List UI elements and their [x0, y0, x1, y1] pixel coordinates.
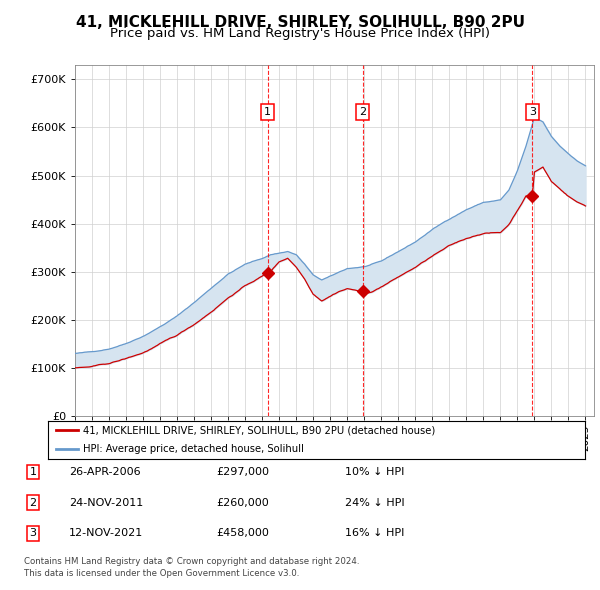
Text: 24% ↓ HPI: 24% ↓ HPI — [345, 498, 404, 507]
Text: 3: 3 — [29, 529, 37, 538]
Text: £458,000: £458,000 — [216, 529, 269, 538]
Text: 2: 2 — [29, 498, 37, 507]
Text: £260,000: £260,000 — [216, 498, 269, 507]
Text: 3: 3 — [529, 107, 536, 117]
Text: 2: 2 — [359, 107, 366, 117]
Text: 1: 1 — [29, 467, 37, 477]
Text: HPI: Average price, detached house, Solihull: HPI: Average price, detached house, Soli… — [83, 444, 304, 454]
Text: 41, MICKLEHILL DRIVE, SHIRLEY, SOLIHULL, B90 2PU (detached house): 41, MICKLEHILL DRIVE, SHIRLEY, SOLIHULL,… — [83, 425, 435, 435]
Text: Contains HM Land Registry data © Crown copyright and database right 2024.: Contains HM Land Registry data © Crown c… — [24, 558, 359, 566]
Text: 41, MICKLEHILL DRIVE, SHIRLEY, SOLIHULL, B90 2PU: 41, MICKLEHILL DRIVE, SHIRLEY, SOLIHULL,… — [76, 15, 524, 30]
Text: 26-APR-2006: 26-APR-2006 — [69, 467, 140, 477]
Text: 12-NOV-2021: 12-NOV-2021 — [69, 529, 143, 538]
Text: This data is licensed under the Open Government Licence v3.0.: This data is licensed under the Open Gov… — [24, 569, 299, 578]
Text: 1: 1 — [264, 107, 271, 117]
Text: 16% ↓ HPI: 16% ↓ HPI — [345, 529, 404, 538]
Text: £297,000: £297,000 — [216, 467, 269, 477]
Text: 24-NOV-2011: 24-NOV-2011 — [69, 498, 143, 507]
Text: 10% ↓ HPI: 10% ↓ HPI — [345, 467, 404, 477]
Text: Price paid vs. HM Land Registry's House Price Index (HPI): Price paid vs. HM Land Registry's House … — [110, 27, 490, 40]
